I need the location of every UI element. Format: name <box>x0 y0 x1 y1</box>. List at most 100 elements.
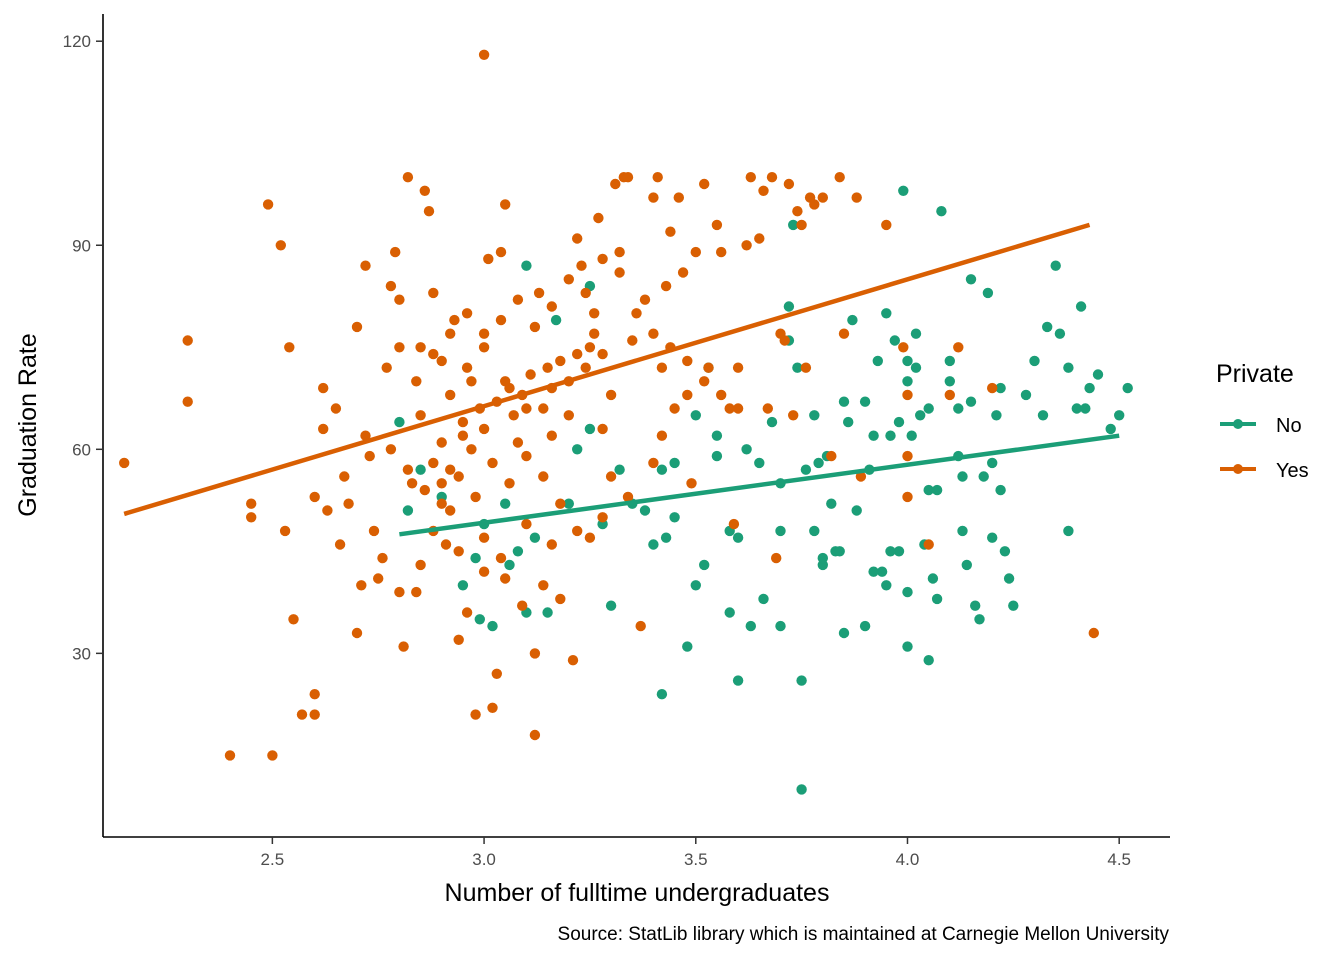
point-no <box>563 498 574 509</box>
point-yes <box>478 566 490 577</box>
point-yes <box>728 518 740 530</box>
point-yes <box>356 580 367 591</box>
point-yes <box>487 702 498 713</box>
point-yes <box>415 559 426 571</box>
point-yes <box>394 294 405 305</box>
point-yes <box>597 348 608 360</box>
point-no <box>572 444 583 455</box>
point-yes <box>453 471 464 482</box>
point-no <box>775 525 786 537</box>
point-no <box>889 335 900 346</box>
point-yes <box>648 457 659 469</box>
point-yes <box>703 362 714 373</box>
legend-label-no: No <box>1276 415 1302 437</box>
point-yes <box>478 49 490 60</box>
point-yes <box>800 362 812 373</box>
legend-key-point-yes <box>1233 464 1243 474</box>
point-no <box>881 308 892 319</box>
point-no <box>1029 355 1040 367</box>
point-yes <box>987 382 998 394</box>
trend-line-yes <box>123 222 1091 517</box>
point-yes <box>398 641 409 652</box>
point-yes <box>119 457 130 469</box>
point-no <box>1080 403 1091 414</box>
point-yes <box>436 478 447 489</box>
point-yes <box>690 246 701 258</box>
point-yes <box>716 246 727 258</box>
point-yes <box>563 274 574 285</box>
x-tick-label: 4.0 <box>896 850 920 869</box>
point-yes <box>605 471 617 482</box>
point-no <box>1122 382 1133 394</box>
x-tick-label: 3.0 <box>472 850 496 869</box>
point-yes <box>572 233 583 244</box>
point-no <box>711 430 723 441</box>
point-yes <box>368 525 380 537</box>
point-yes <box>855 471 867 482</box>
point-yes <box>423 206 435 217</box>
point-yes <box>360 260 371 271</box>
point-yes <box>521 403 532 414</box>
point-yes <box>461 362 473 373</box>
point-no <box>745 620 756 632</box>
point-no <box>898 185 909 196</box>
point-yes <box>411 586 422 598</box>
point-yes <box>614 246 625 258</box>
point-no <box>542 607 553 618</box>
point-yes <box>838 328 850 339</box>
point-no <box>639 505 651 516</box>
point-no <box>402 505 414 516</box>
point-no <box>699 559 710 571</box>
point-yes <box>478 532 490 543</box>
point-no <box>1084 382 1095 394</box>
point-no <box>999 546 1011 557</box>
point-yes <box>614 267 625 278</box>
point-no <box>957 471 968 482</box>
point-yes <box>669 403 680 414</box>
point-no <box>415 464 426 475</box>
point-yes <box>656 362 668 373</box>
point-yes <box>546 430 557 441</box>
point-yes <box>682 355 693 367</box>
legend-title: Private <box>1216 360 1294 388</box>
point-yes <box>851 192 862 203</box>
point-no <box>1063 525 1074 537</box>
point-yes <box>377 552 388 564</box>
point-yes <box>754 233 765 244</box>
point-yes <box>402 464 414 475</box>
point-yes <box>792 206 803 217</box>
point-yes <box>436 437 447 448</box>
point-yes <box>309 491 320 503</box>
point-yes <box>512 437 524 448</box>
point-no <box>800 464 812 475</box>
point-no <box>868 430 879 441</box>
point-yes <box>783 178 795 190</box>
point-yes <box>284 342 295 353</box>
points-layer <box>119 49 1133 795</box>
point-no <box>906 430 917 441</box>
point-yes <box>635 620 646 632</box>
point-yes <box>538 471 549 482</box>
point-yes <box>826 450 837 462</box>
x-tick-label: 4.5 <box>1107 850 1131 869</box>
point-yes <box>788 410 799 421</box>
point-yes <box>529 729 541 741</box>
point-no <box>711 450 723 462</box>
point-yes <box>457 416 469 428</box>
point-yes <box>584 532 596 543</box>
point-no <box>915 410 926 421</box>
point-yes <box>605 389 617 401</box>
point-yes <box>817 192 828 203</box>
point-yes <box>580 362 591 373</box>
point-yes <box>525 369 536 380</box>
x-tick-label: 2.5 <box>261 850 285 869</box>
point-no <box>931 484 943 496</box>
point-no <box>504 559 515 571</box>
point-yes <box>461 607 473 618</box>
point-yes <box>593 212 604 224</box>
point-no <box>923 655 934 666</box>
point-no <box>965 274 977 285</box>
point-yes <box>415 342 426 353</box>
point-yes <box>483 253 494 265</box>
